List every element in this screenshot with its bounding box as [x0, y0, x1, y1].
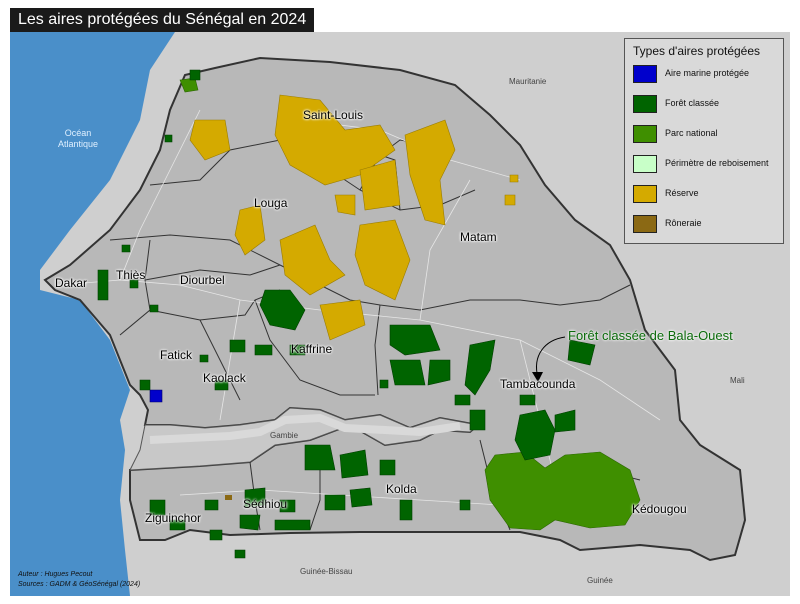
legend-item-roneraie: Rôneraie	[633, 215, 783, 235]
region-label-tambacounda: Tambacounda	[500, 377, 576, 391]
legend-swatch-reboisement	[633, 155, 657, 173]
country-label-guinee: Guinée	[587, 576, 613, 585]
annotation-arrowhead	[532, 372, 543, 382]
legend-swatch-reserve	[633, 185, 657, 203]
credits: Auteur : Hugues Pecout Sources : GADM & …	[18, 570, 140, 590]
legend-label: Parc national	[665, 128, 718, 138]
legend-label: Aire marine protégée	[665, 68, 750, 78]
region-label-kedougou: Kédougou	[632, 502, 687, 516]
legend-swatch-aire-marine	[633, 65, 657, 83]
legend-item-reboisement: Périmètre de reboisement	[633, 155, 783, 175]
legend-item-reserve: Réserve	[633, 185, 783, 205]
region-label-ziguinchor: Ziguinchor	[145, 511, 202, 525]
region-label-saint-louis: Saint-Louis	[303, 108, 364, 122]
gambia-river	[149, 413, 461, 444]
annotation-bala-ouest: Forêt classée de Bala-Ouest	[568, 328, 733, 343]
ocean-label-line2: Atlantique	[57, 139, 99, 149]
country-label-gambie: Gambie	[270, 431, 299, 440]
legend-swatch-foret-classee	[633, 95, 657, 113]
region-label-sedhiou: Sédhiou	[243, 497, 288, 511]
reserves	[189, 94, 519, 341]
legend-swatch-parc-national	[633, 125, 657, 143]
credits-sources: Sources : GADM & GéoSénégal (2024)	[18, 581, 141, 588]
legend-swatch-roneraie	[633, 215, 657, 233]
region-label-kolda: Kolda	[386, 482, 417, 496]
region-label-matam: Matam	[460, 230, 497, 244]
map-title: Les aires protégées du Sénégal en 2024	[10, 8, 315, 32]
region-label-louga: Louga	[254, 196, 288, 210]
legend-label: Rôneraie	[665, 218, 702, 228]
region-label-dakar: Dakar	[55, 276, 88, 290]
legend-label: Forêt classée	[665, 98, 720, 108]
region-label-thies: Thiès	[116, 268, 146, 282]
legend-label: Périmètre de reboisement	[665, 158, 769, 168]
national-parks	[179, 77, 641, 531]
legend-item-aire-marine: Aire marine protégée	[633, 65, 783, 85]
legend-item-parc-national: Parc national	[633, 125, 783, 145]
ocean-label: Océan Atlantique	[48, 128, 108, 150]
legend: Types d'aires protégées Aire marine prot…	[624, 38, 784, 244]
country-label-mali: Mali	[730, 376, 745, 385]
ocean	[10, 32, 175, 596]
legend-title: Types d'aires protégées	[633, 44, 761, 58]
region-label-kaolack: Kaolack	[203, 371, 246, 385]
region-label-kaffrine: Kaffrine	[291, 342, 333, 356]
roneraie-areas	[225, 495, 232, 500]
region-label-fatick: Fatick	[160, 348, 193, 362]
legend-label: Réserve	[665, 188, 699, 198]
country-label-mauritanie: Mauritanie	[509, 77, 547, 86]
region-label-diourbel: Diourbel	[180, 273, 225, 287]
legend-item-foret-classee: Forêt classée	[633, 95, 783, 115]
credits-author: Auteur : Hugues Pecout	[18, 571, 93, 578]
marine-areas	[149, 389, 163, 403]
ocean-label-line1: Océan	[64, 128, 92, 138]
classified-forests	[97, 69, 596, 559]
country-label-guinee-bissau: Guinée-Bissau	[300, 567, 353, 576]
